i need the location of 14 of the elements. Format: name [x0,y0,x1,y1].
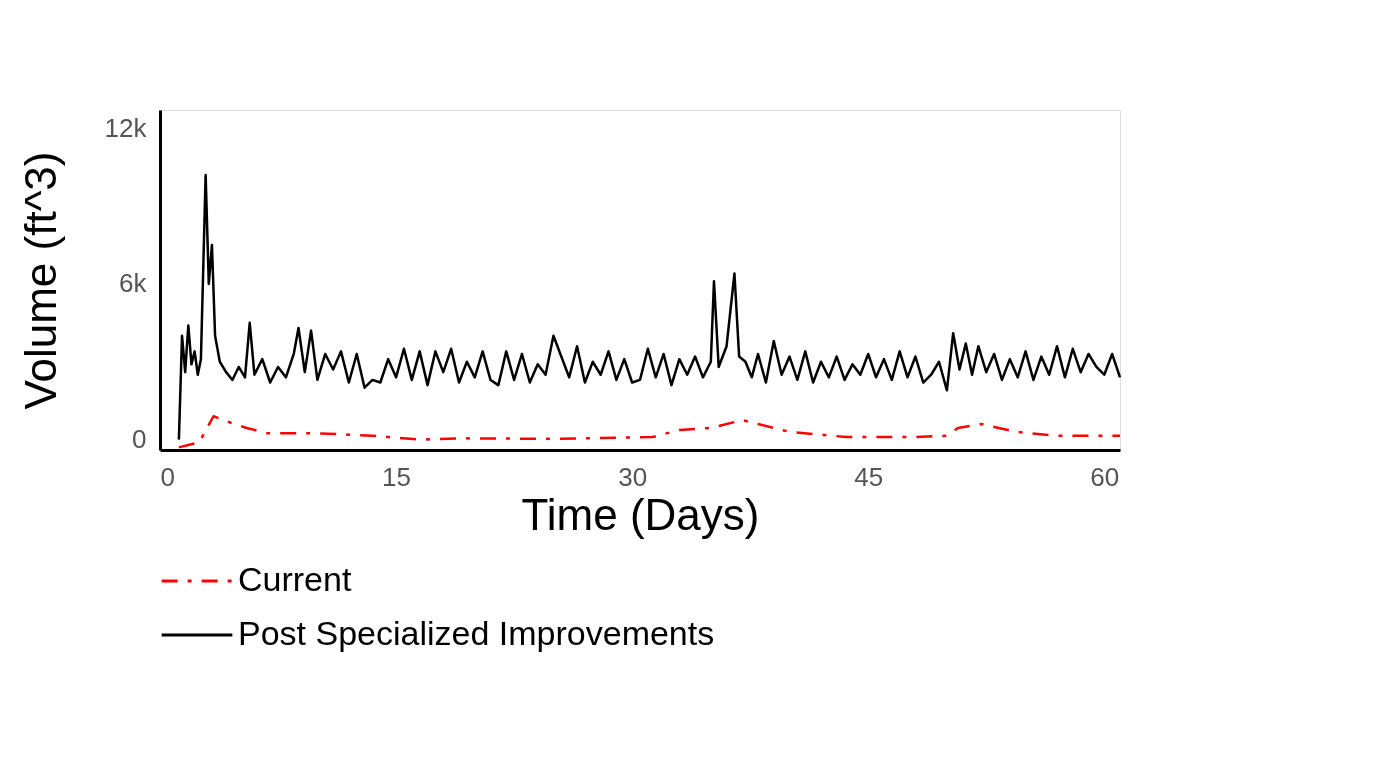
line-series [177,415,1122,449]
legend-label: Current [238,560,352,598]
x-tick-label: 15 [382,461,412,492]
x-tick-label: 45 [854,461,884,492]
x-tick-label: 60 [1090,461,1120,492]
x-tick-label: 30 [618,461,648,492]
y-tick-label: 6k [119,268,148,299]
line-series [177,173,1122,441]
legend-label: Post Specialized Improvements [238,614,715,652]
y-axis-title: Volume (ft^3) [15,151,65,410]
y-tick-label: 0 [132,424,147,455]
x-tick-label: 0 [160,461,175,492]
y-tick-label: 12k [104,112,148,143]
x-axis-title: Time (Days) [521,489,760,539]
